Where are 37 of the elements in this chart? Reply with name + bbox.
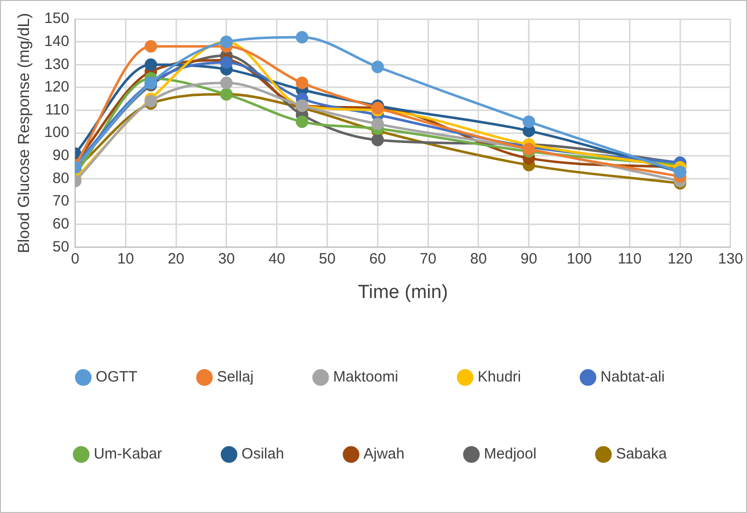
x-tick-label: 60	[369, 250, 386, 268]
y-tick-label: 110	[45, 101, 70, 118]
x-tick-label: 120	[668, 250, 693, 268]
y-axis-title: Blood Glucose Response (mg/dL)	[16, 13, 34, 254]
x-tick-label: 0	[71, 250, 80, 268]
y-tick-label: 150	[44, 10, 70, 28]
legend-label: Medjool	[484, 446, 536, 463]
y-tick-label: 120	[44, 78, 70, 96]
legend-label: Maktoomi	[333, 368, 398, 386]
legend-label: Sabaka	[616, 446, 668, 463]
legend-label: Khudri	[478, 368, 522, 386]
x-tick-label: 20	[168, 250, 184, 268]
x-tick-label: 100	[566, 250, 592, 268]
x-tick-label: 80	[470, 250, 487, 268]
legend-label: Um-Kabar	[94, 446, 162, 463]
x-tick-label: 40	[268, 250, 286, 268]
y-tick-label: 100	[44, 124, 70, 142]
y-tick-label: 140	[44, 32, 70, 50]
x-tick-label: 70	[420, 250, 436, 268]
legend-label: Nabtat-ali	[600, 368, 665, 386]
y-tick-label: 90	[52, 147, 70, 164]
legend-label: OGTT	[96, 368, 138, 386]
x-tick-label: 50	[318, 250, 336, 268]
y-tick-label: 130	[44, 56, 70, 73]
legend-label: Sellaj	[216, 368, 254, 386]
y-tick-label: 80	[52, 170, 70, 187]
x-tick-label: 10	[117, 250, 134, 268]
x-tick-label: 90	[520, 250, 538, 268]
legend-label: Ajwah	[364, 446, 404, 463]
x-tick-label: 110	[618, 250, 642, 268]
y-tick-label: 50	[52, 238, 70, 256]
x-tick-label: 130	[718, 250, 743, 268]
legend-label: Osilah	[242, 446, 284, 463]
x-axis-title: Time (min)	[358, 282, 448, 303]
y-tick-label: 70	[52, 192, 70, 210]
x-tick-label: 30	[218, 250, 235, 268]
y-tick-label: 60	[52, 216, 70, 233]
